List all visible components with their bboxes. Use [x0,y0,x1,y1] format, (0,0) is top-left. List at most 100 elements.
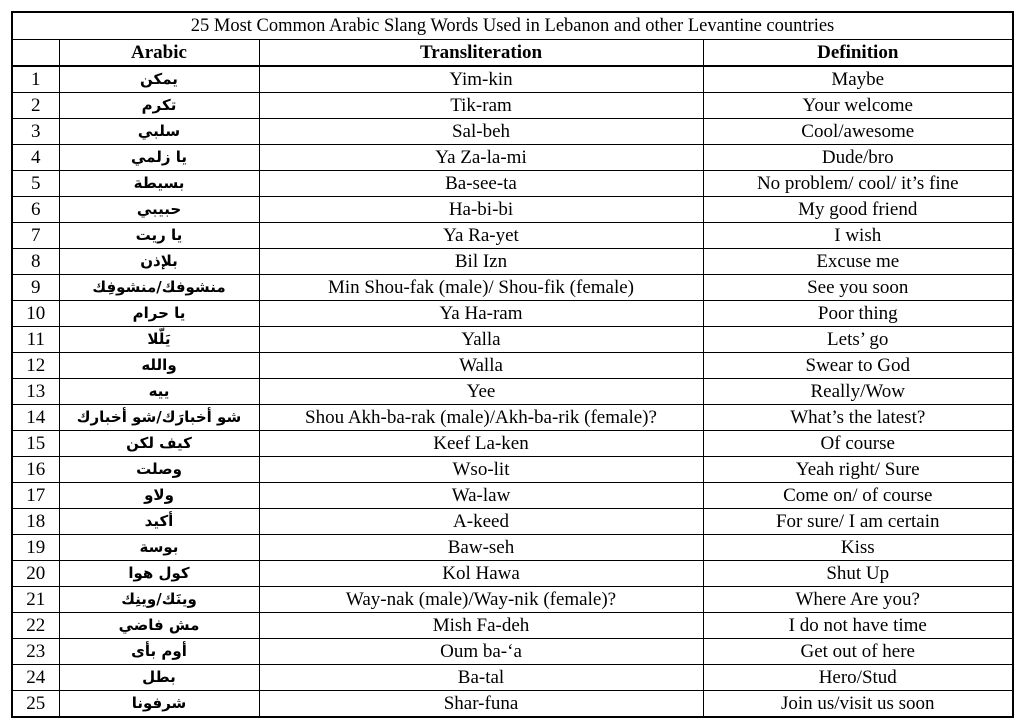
row-number: 1 [11,65,60,93]
definition-cell: I wish [702,222,1014,249]
transliteration-cell: Shar-funa [258,690,704,718]
arabic-cell: بوسة [58,534,260,561]
row-number: 4 [11,144,60,171]
arabic-cell: بطل [58,664,260,691]
table-row: 6 حبيبي Ha-bi-bi My good friend [11,196,1014,223]
definition-cell: For sure/ I am certain [702,508,1014,535]
row-number: 23 [11,638,60,665]
arabic-cell: سلبي [58,118,260,145]
transliteration-cell: Wa-law [258,482,704,509]
header-transliteration: Transliteration [258,39,704,67]
arabic-cell: والله [58,352,260,379]
table-row: 11 يَلّلا Yalla Lets’ go [11,326,1014,353]
table-row: 10 يا حرام Ya Ha-ram Poor thing [11,300,1014,327]
arabic-cell: ييه [58,378,260,405]
arabic-cell: شو أخبارَك/شو أخبارك [58,404,260,431]
transliteration-cell: Wso-lit [258,456,704,483]
arabic-cell: يا ريت [58,222,260,249]
definition-cell: No problem/ cool/ it’s fine [702,170,1014,197]
table-row: 13 ييه Yee Really/Wow [11,378,1014,405]
transliteration-cell: Shou Akh-ba-rak (male)/Akh-ba-rik (femal… [258,404,704,431]
row-number: 15 [11,430,60,457]
table-row: 21 وينَك/وينِك Way-nak (male)/Way-nik (fem… [11,586,1014,613]
row-number: 18 [11,508,60,535]
header-arabic: Arabic [58,39,260,67]
table-row: 14 شو أخبارَك/شو أخبارك Shou Akh-ba-rak (m… [11,404,1014,431]
transliteration-cell: Ya Ha-ram [258,300,704,327]
table-row: 9 منشوفك/منشوفِك Min Shou-fak (male)/ Shou… [11,274,1014,301]
row-number: 11 [11,326,60,353]
transliteration-cell: Baw-seh [258,534,704,561]
arabic-cell: أكيد [58,508,260,535]
transliteration-cell: Walla [258,352,704,379]
arabic-cell: منشوفك/منشوفِك [58,274,260,301]
definition-cell: Where Are you? [702,586,1014,613]
header-number [11,39,60,67]
row-number: 2 [11,92,60,119]
transliteration-cell: Keef La-ken [258,430,704,457]
transliteration-cell: Tik-ram [258,92,704,119]
table-row: 25 شرفونا Shar-funa Join us/visit us soon [11,690,1014,718]
definition-cell: My good friend [702,196,1014,223]
row-number: 7 [11,222,60,249]
table-row: 20 كول هوا Kol Hawa Shut Up [11,560,1014,587]
row-number: 12 [11,352,60,379]
row-number: 3 [11,118,60,145]
table-row: 3 سلبي Sal-beh Cool/awesome [11,118,1014,145]
definition-cell: Poor thing [702,300,1014,327]
row-number: 20 [11,560,60,587]
definition-cell: Of course [702,430,1014,457]
definition-cell: Maybe [702,65,1014,93]
table-row: 17 ولاو Wa-law Come on/ of course [11,482,1014,509]
table-row: 8 بلإذن Bil Izn Excuse me [11,248,1014,275]
transliteration-cell: Yim-kin [258,65,704,93]
definition-cell: Your welcome [702,92,1014,119]
transliteration-cell: Bil Izn [258,248,704,275]
transliteration-cell: A-keed [258,508,704,535]
slang-table: 25 Most Common Arabic Slang Words Used i… [11,11,1014,718]
table-row: 7 يا ريت Ya Ra-yet I wish [11,222,1014,249]
table-row: 18 أكيد A-keed For sure/ I am certain [11,508,1014,535]
row-number: 19 [11,534,60,561]
definition-cell: Yeah right/ Sure [702,456,1014,483]
transliteration-cell: Yalla [258,326,704,353]
transliteration-cell: Ba-tal [258,664,704,691]
arabic-cell: أوم بأى [58,638,260,665]
arabic-cell: مش فاضي [58,612,260,639]
row-number: 13 [11,378,60,405]
table-row: 22 مش فاضي Mish Fa-deh I do not have time [11,612,1014,639]
definition-cell: Excuse me [702,248,1014,275]
table-row: 24 بطل Ba-tal Hero/Stud [11,664,1014,691]
row-number: 10 [11,300,60,327]
definition-cell: Swear to God [702,352,1014,379]
row-number: 6 [11,196,60,223]
arabic-cell: يا حرام [58,300,260,327]
definition-cell: Lets’ go [702,326,1014,353]
definition-cell: Shut Up [702,560,1014,587]
table-row: 15 كيف لكن Keef La-ken Of course [11,430,1014,457]
definition-cell: What’s the latest? [702,404,1014,431]
transliteration-cell: Ya Za-la-mi [258,144,704,171]
row-number: 8 [11,248,60,275]
table-row: 1 يمكن Yim-kin Maybe [11,65,1014,93]
transliteration-cell: Way-nak (male)/Way-nik (female)? [258,586,704,613]
definition-cell: Get out of here [702,638,1014,665]
arabic-cell: بسيطة [58,170,260,197]
arabic-cell: يا زلمي [58,144,260,171]
row-number: 25 [11,690,60,718]
arabic-cell: شرفونا [58,690,260,718]
arabic-cell: كول هوا [58,560,260,587]
definition-cell: Cool/awesome [702,118,1014,145]
row-number: 22 [11,612,60,639]
arabic-cell: بلإذن [58,248,260,275]
arabic-cell: كيف لكن [58,430,260,457]
arabic-cell: ولاو [58,482,260,509]
arabic-cell: يمكن [58,65,260,93]
row-number: 17 [11,482,60,509]
transliteration-cell: Kol Hawa [258,560,704,587]
definition-cell: Dude/bro [702,144,1014,171]
table-title: 25 Most Common Arabic Slang Words Used i… [11,11,1014,40]
table-row: 16 وصلت Wso-lit Yeah right/ Sure [11,456,1014,483]
row-number: 14 [11,404,60,431]
definition-cell: Really/Wow [702,378,1014,405]
